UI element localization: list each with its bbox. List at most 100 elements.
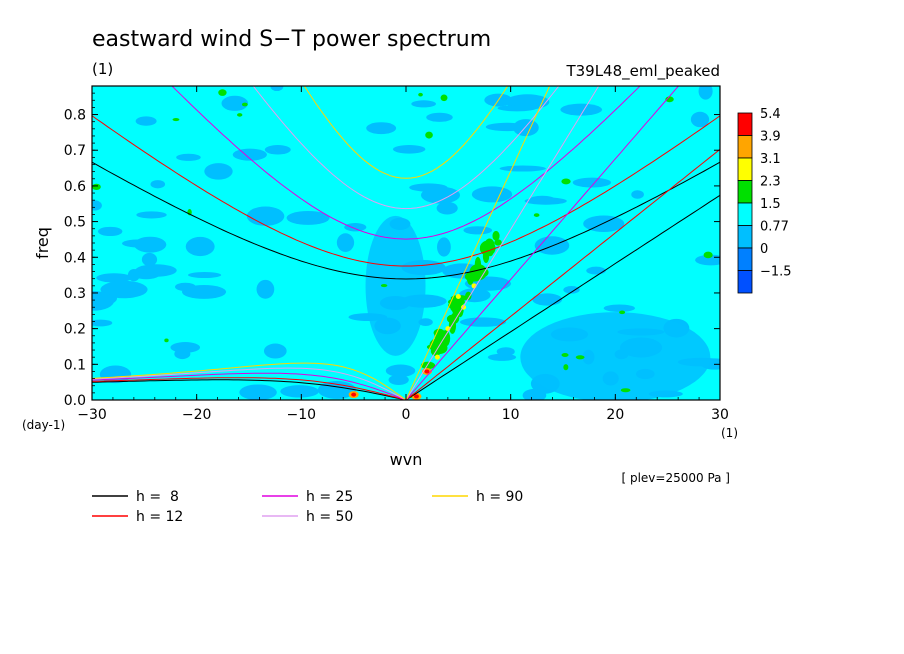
field-low-region xyxy=(365,215,426,356)
field-low-patch xyxy=(263,343,287,359)
field-low-patch xyxy=(246,206,285,226)
field-high-patch xyxy=(575,355,585,360)
field-low-region xyxy=(520,312,711,400)
y-tick-label: 0.4 xyxy=(64,250,86,266)
field-high-patch xyxy=(418,92,423,97)
field-high-patch xyxy=(434,354,440,360)
field-low-patch xyxy=(499,165,546,172)
dispersion-curve-h25 xyxy=(405,86,680,400)
field-low-patch xyxy=(239,384,277,400)
field-peak-patch xyxy=(351,392,357,397)
field-low-patch xyxy=(586,266,606,275)
chart-subtitle-right: T39L48_eml_peaked xyxy=(565,62,720,81)
chart-title: eastward wind S−T power spectrum xyxy=(92,27,491,52)
legend: h = 8 h = 12 h = 25 h = 50 h = 90 xyxy=(92,489,523,525)
field-high-patch xyxy=(561,352,569,358)
field-peak-patch xyxy=(413,394,419,399)
field-low-patch xyxy=(175,282,196,292)
legend-label: h = 8 xyxy=(136,489,179,505)
field-low-patch xyxy=(471,186,513,203)
legend-label: h = 50 xyxy=(306,509,353,525)
field-high-patch xyxy=(561,178,571,185)
colorbar-swatch xyxy=(737,180,753,204)
colorbar-swatch xyxy=(737,112,753,136)
field-high-patch xyxy=(469,264,487,281)
dispersion-curve-h90 xyxy=(92,362,407,400)
field-high-patch xyxy=(380,284,388,288)
colorbar-level-label: −1.5 xyxy=(760,265,792,280)
field-low-patch xyxy=(135,264,177,277)
dispersion-curve-h12 xyxy=(405,148,720,400)
colorbar-level-label: 2.3 xyxy=(760,175,781,190)
colorbar-swatch xyxy=(737,202,753,226)
field-low-patch xyxy=(388,374,409,385)
field-low-patch xyxy=(92,319,113,327)
field-low-patch xyxy=(463,226,493,235)
pressure-level-note: [ plev=25000 Pa ] xyxy=(621,471,730,485)
dispersion-curve-h25 xyxy=(92,372,407,400)
dispersion-curve-h50 xyxy=(92,367,407,400)
field-high-patch xyxy=(218,89,227,96)
field-high-patch xyxy=(164,338,169,343)
colorbar-level-label: 0.77 xyxy=(760,220,789,235)
chart-subtitle-left: (1) xyxy=(92,60,113,78)
dispersion-curve-h8 xyxy=(92,379,407,400)
x-unit-label: (1) xyxy=(721,426,738,440)
field-low-patch xyxy=(256,279,275,299)
legend-label: h = 12 xyxy=(136,509,183,525)
field-low-patch xyxy=(134,236,167,253)
field-low-patch xyxy=(264,144,291,155)
y-tick-label: 0.8 xyxy=(64,108,86,124)
x-tick-label: −30 xyxy=(77,407,107,423)
field-high-patch xyxy=(479,240,496,256)
field-high-patch xyxy=(492,230,500,241)
field-low-patch xyxy=(336,233,355,252)
field-low-patch xyxy=(563,285,580,294)
field-high-patch xyxy=(420,361,436,370)
field-low-patch xyxy=(524,197,567,205)
field-high-patch xyxy=(703,251,713,259)
field-high-patch xyxy=(494,239,502,246)
field-low-patch xyxy=(512,119,539,137)
field-low-patch xyxy=(603,304,635,312)
field-low-patch xyxy=(96,273,132,283)
dispersion-curve-h25 xyxy=(171,86,641,240)
field-low-patch xyxy=(270,86,284,92)
field-high-patch xyxy=(92,183,101,190)
field-low-patch xyxy=(280,385,319,398)
field-high-patch xyxy=(619,310,626,315)
field-low-patch xyxy=(695,254,720,266)
y-tick-label: 0.2 xyxy=(64,322,86,338)
y-tick-label: 0.6 xyxy=(64,179,86,195)
field-low-patch xyxy=(170,342,201,353)
y-tick-label: 0.3 xyxy=(64,286,86,302)
colorbar-swatch xyxy=(737,247,753,271)
colorbar-level-label: 3.1 xyxy=(760,152,781,167)
field-low-patch xyxy=(97,226,123,237)
colorbar-level-label: 0 xyxy=(760,242,768,257)
field-low-patch xyxy=(522,388,547,400)
field-low-patch xyxy=(572,177,612,188)
field-low-patch xyxy=(698,86,713,100)
field-low-patch xyxy=(437,237,451,257)
dispersion-curve-h50 xyxy=(405,86,600,400)
field-peak-patch xyxy=(424,369,430,374)
legend-label: h = 90 xyxy=(476,489,523,505)
field-high-patch xyxy=(620,388,631,393)
field-high-patch xyxy=(237,113,243,117)
x-axis: −30 −20 −10 0 10 20 30 xyxy=(77,86,729,423)
field-high-patch xyxy=(425,131,433,139)
field-low-patch xyxy=(631,190,644,199)
dispersion-curves xyxy=(92,86,720,400)
field-low-patch xyxy=(92,200,102,211)
field-low-patch xyxy=(221,95,249,111)
field-low-patch xyxy=(286,210,330,225)
field-high-patch xyxy=(455,294,461,300)
legend-label: h = 25 xyxy=(306,489,353,505)
colorbar-swatch xyxy=(737,225,753,249)
field-high-patch xyxy=(450,312,460,324)
x-tick-label: −10 xyxy=(287,407,317,423)
field-low-patch xyxy=(411,100,436,108)
dispersion-curve-h8 xyxy=(92,161,720,280)
x-tick-label: 10 xyxy=(502,407,520,423)
